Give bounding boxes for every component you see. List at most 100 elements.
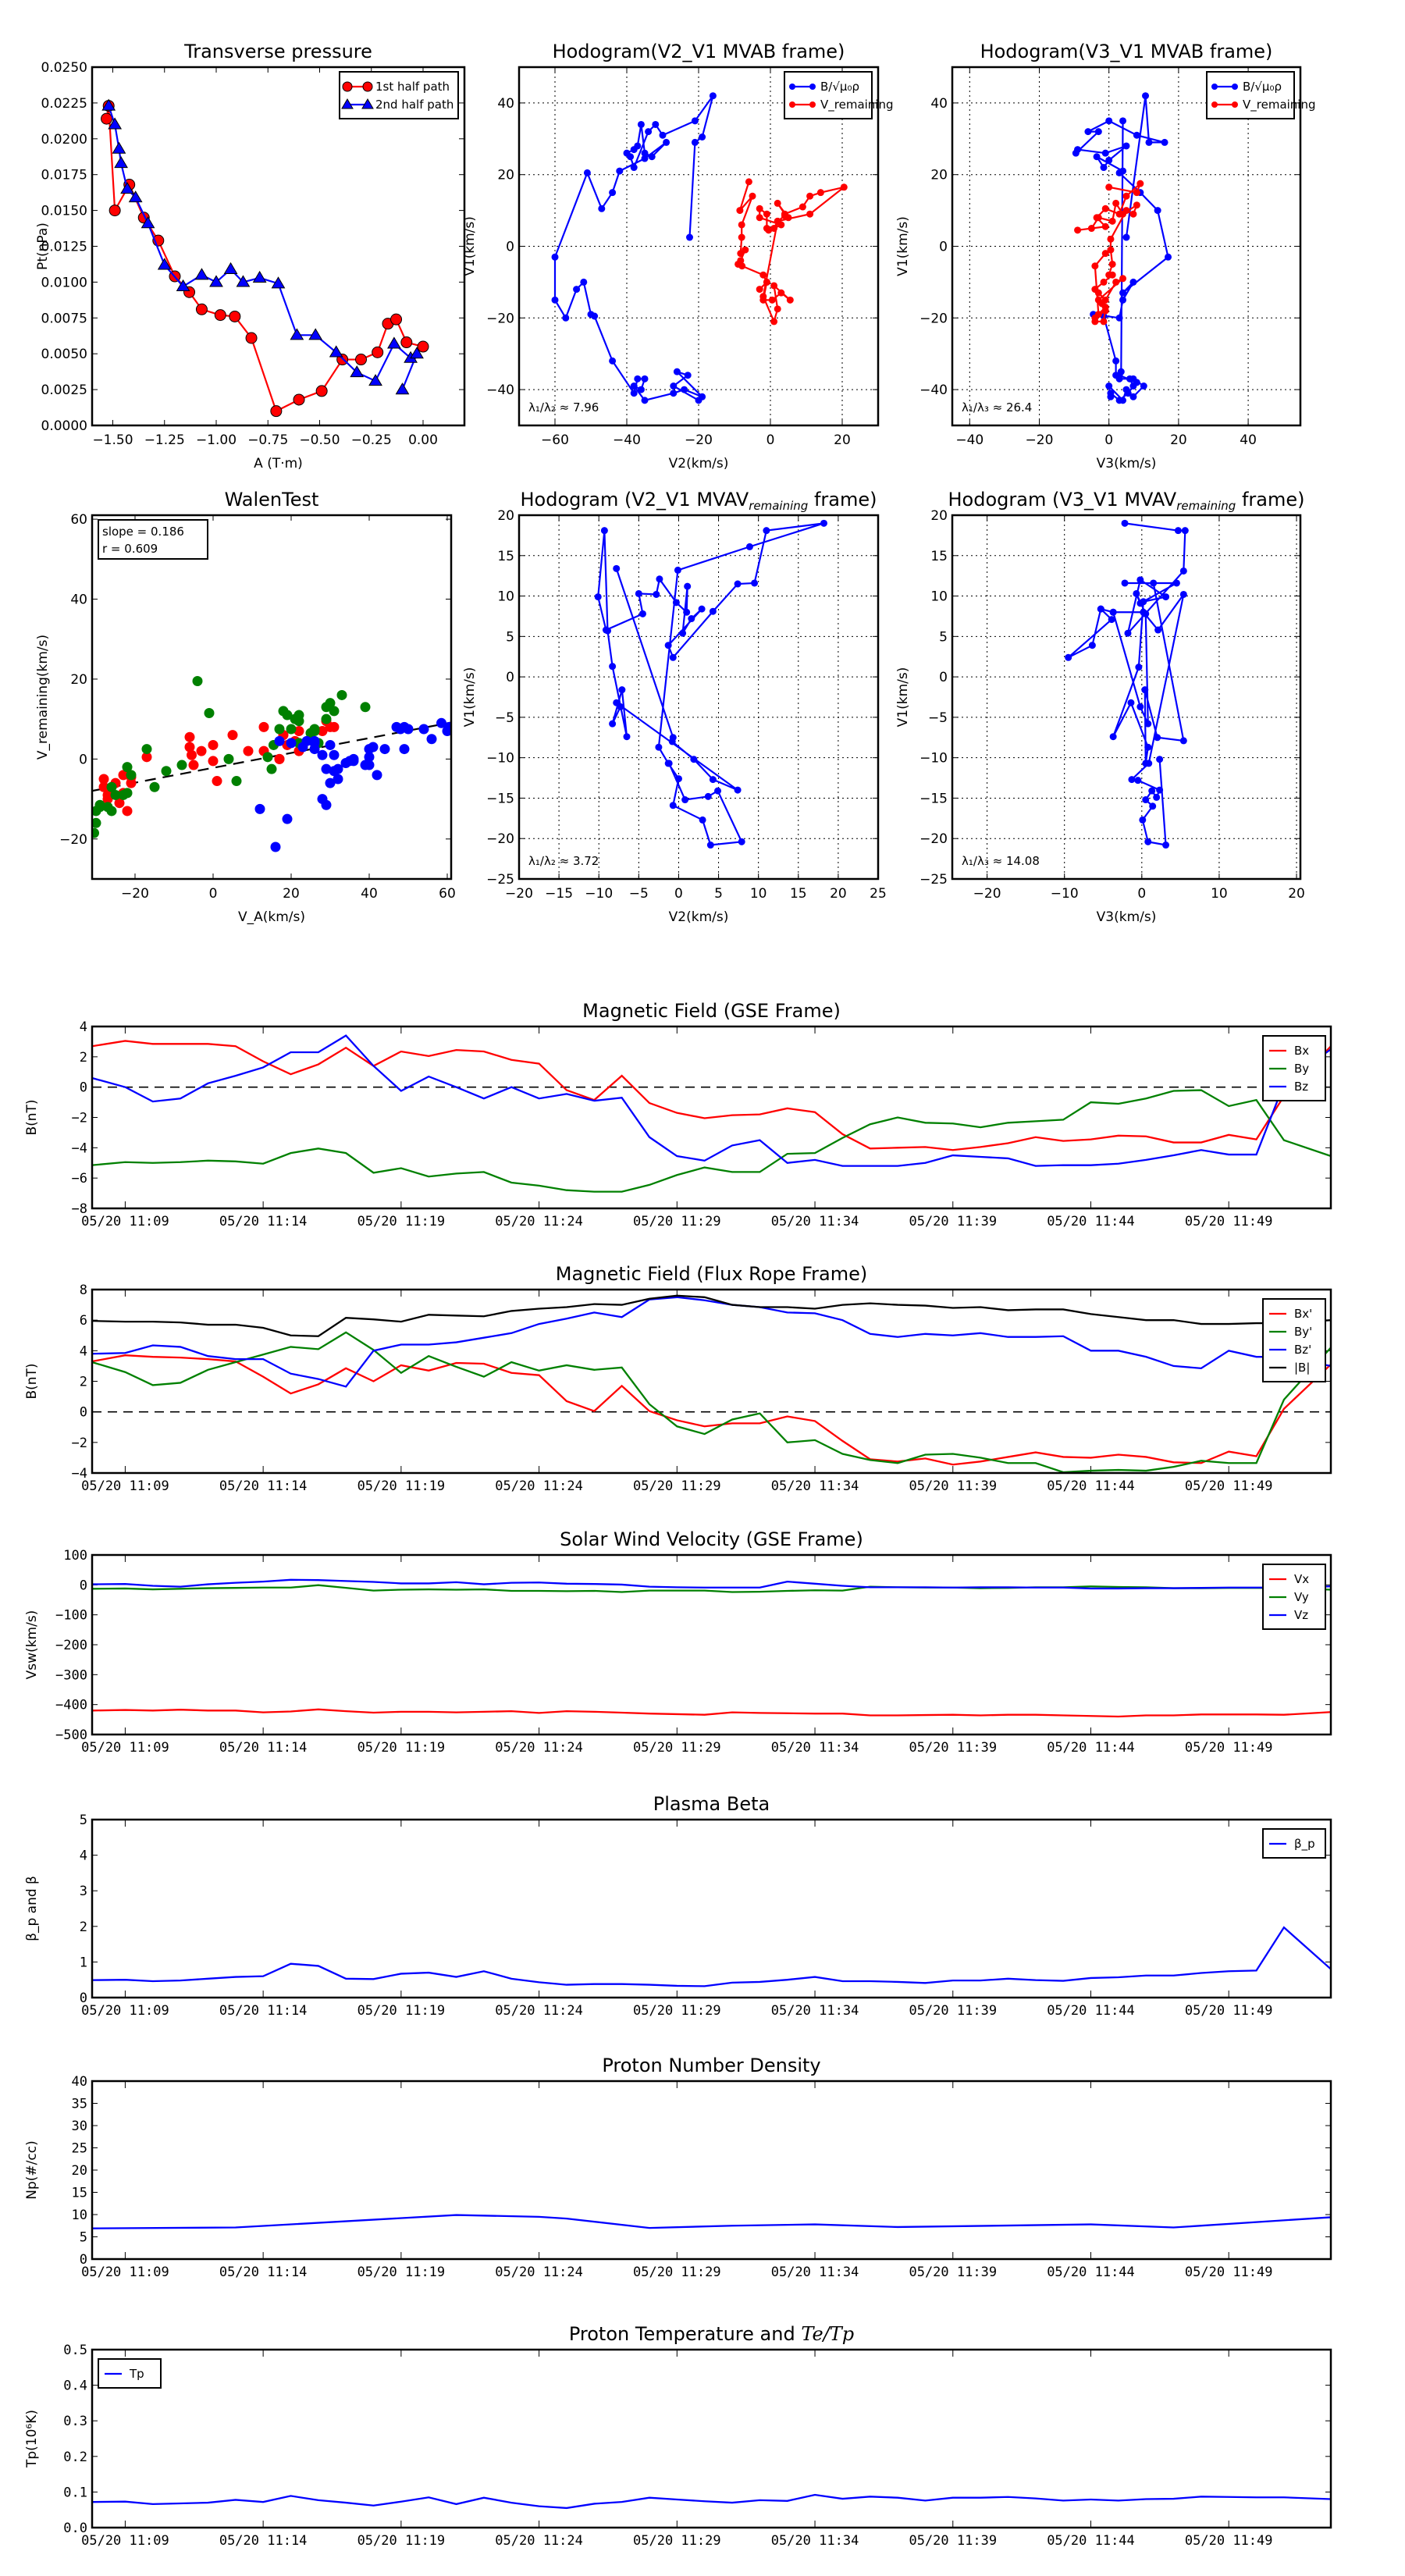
plot-area xyxy=(92,1034,1331,1193)
y-tick-label: 40 xyxy=(72,2074,87,2090)
data-point xyxy=(1128,776,1136,784)
chart-plasma_beta: Plasma Beta 05/20 11:09 05/20 11:14 05/20 1… xyxy=(24,1793,1332,2019)
data-point xyxy=(309,735,320,746)
plot-frame xyxy=(951,66,1302,427)
data-point xyxy=(1101,250,1109,258)
series-b- xyxy=(1072,92,1172,404)
data-point xyxy=(806,210,814,218)
x-tick-label: −5 xyxy=(629,886,649,902)
data-point xyxy=(1101,304,1109,311)
x-tick-label: 05/20 11:49 xyxy=(1185,1214,1273,1229)
y-tick-label: 25 xyxy=(72,2141,87,2157)
data-point xyxy=(774,199,781,207)
plot-area xyxy=(92,2214,1331,2229)
title-main: Hodogram (V2_V1 MVAV xyxy=(521,489,749,511)
x-tick-label: 10 xyxy=(750,886,767,902)
legend: 1st half path 2nd half path xyxy=(339,71,459,119)
data-point xyxy=(128,190,143,203)
data-point xyxy=(325,698,336,709)
legend-box xyxy=(784,71,873,119)
data-point xyxy=(583,169,591,176)
y-tick-label: −10 xyxy=(919,751,948,767)
y-tick-label: 4 xyxy=(80,1343,87,1359)
data-point xyxy=(1117,368,1125,375)
data-point xyxy=(282,813,293,824)
y-tick-label: −100 xyxy=(55,1608,87,1624)
data-point xyxy=(659,131,667,139)
chart-title: Solar Wind Velocity (GSE Frame) xyxy=(560,1528,863,1550)
data-point xyxy=(1105,183,1113,191)
stats-line: slope = 0.186 xyxy=(102,525,184,539)
chart-title: Proton Temperature and Te/Tp xyxy=(569,2323,854,2345)
plot-area xyxy=(92,1578,1331,1718)
data-point xyxy=(1154,626,1162,634)
x-tick-label: 05/20 11:34 xyxy=(771,2533,859,2549)
data-point xyxy=(698,605,706,613)
data-point xyxy=(645,128,653,136)
plot-area xyxy=(92,1294,1331,1473)
x-tick-label: 20 xyxy=(1170,432,1187,448)
chart-title: Magnetic Field (Flux Rope Frame) xyxy=(556,1263,867,1285)
data-point xyxy=(1179,567,1187,575)
data-point xyxy=(1179,737,1187,745)
y-tick-label: 2 xyxy=(80,1920,87,1935)
y-axis-label: Vsw(km/s) xyxy=(24,1610,40,1680)
data-point xyxy=(1091,262,1099,270)
data-point xyxy=(683,608,691,616)
data-point xyxy=(258,721,269,732)
legend-label: Tp xyxy=(129,2367,144,2381)
y-tick-label: −25 xyxy=(919,872,948,888)
data-point xyxy=(1162,593,1170,601)
data-point xyxy=(738,838,745,845)
data-point xyxy=(681,796,689,804)
data-point xyxy=(1136,180,1144,187)
data-point xyxy=(329,749,340,760)
legend-marker xyxy=(342,81,353,92)
data-point xyxy=(192,676,203,687)
data-point xyxy=(738,233,745,241)
series-line-vy xyxy=(92,1584,1331,1593)
legend-label: Vx xyxy=(1294,1572,1309,1586)
data-point xyxy=(98,781,109,792)
x-tick-label: 05/20 11:24 xyxy=(495,1214,583,1229)
data-point xyxy=(1107,235,1115,243)
data-point xyxy=(714,787,722,795)
series-1st-half-path xyxy=(101,100,429,418)
series-line xyxy=(553,95,714,402)
x-tick-label: 05/20 11:39 xyxy=(909,2265,997,2280)
data-point xyxy=(315,385,328,397)
y-tick-label: −20 xyxy=(919,831,948,847)
chart-title: Hodogram (V3_V1 MVAVremaining frame) xyxy=(948,489,1305,513)
x-tick-label: −40 xyxy=(613,432,641,448)
y-tick-label: 20 xyxy=(72,2163,87,2179)
legend: Bx By Bz xyxy=(1262,1035,1326,1101)
y-tick-label: 0.0 xyxy=(63,2521,87,2536)
y-tick-label: −10 xyxy=(486,751,514,767)
x-tick-label: 05/20 11:19 xyxy=(357,2265,446,2280)
y-tick-label: 30 xyxy=(72,2119,87,2134)
x-tick-label: 05/20 11:44 xyxy=(1047,1214,1135,1229)
data-point xyxy=(1145,138,1153,146)
data-point xyxy=(738,221,745,229)
data-point xyxy=(674,775,682,783)
plot-area xyxy=(92,2493,1331,2510)
data-point xyxy=(602,626,610,634)
data-point xyxy=(656,575,663,583)
chart-walen_test: WalenTest −20 0 20 40 60 −20 0 20 40 60 V_A(km/s) V_… xyxy=(35,489,456,925)
data-point xyxy=(598,205,606,212)
data-point xyxy=(1107,246,1115,254)
title-subscript: remaining xyxy=(1176,499,1236,513)
y-tick-label: 20 xyxy=(497,168,514,183)
x-tick-label: 05/20 11:39 xyxy=(909,2003,997,2019)
data-point xyxy=(110,789,121,800)
title-math: Te/Tp xyxy=(801,2323,854,2345)
legend-label: V_remaining xyxy=(1243,98,1316,112)
data-point xyxy=(1109,733,1117,741)
data-point xyxy=(403,724,414,735)
data-point xyxy=(1100,164,1108,172)
x-tick-label: 05/20 11:19 xyxy=(357,1214,446,1229)
data-point xyxy=(663,138,670,146)
data-point xyxy=(749,192,756,200)
series-blue xyxy=(254,717,451,852)
data-point xyxy=(108,205,121,217)
